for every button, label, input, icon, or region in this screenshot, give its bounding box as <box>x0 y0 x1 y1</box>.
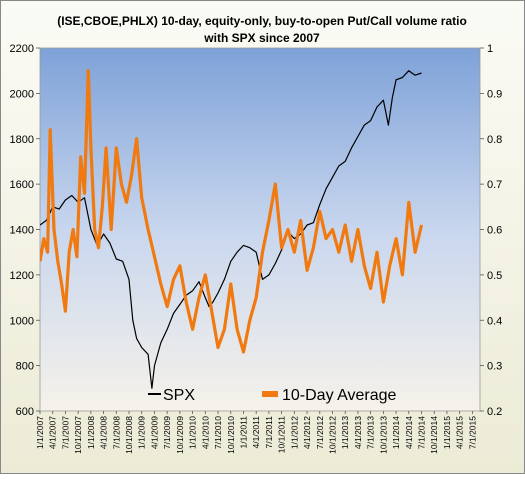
right-axis-tick-label: 0.8 <box>487 134 502 146</box>
left-axis-tick-label: 800 <box>16 361 34 373</box>
x-axis-tick-label: 1/1/2014 <box>391 416 401 449</box>
x-axis-tick-label: 7/1/2011 <box>264 416 274 449</box>
right-axis-tick-label: 0.4 <box>487 315 502 327</box>
spx-line <box>40 70 422 389</box>
x-axis-tick-label: 1/1/2007 <box>35 416 45 449</box>
right-axis-tick-label: 0.9 <box>487 88 502 100</box>
x-axis-tick-label: 4/1/2009 <box>149 416 159 449</box>
left-axis: 600 800 1000 1200 1400 1600 1800 2000 2200 <box>10 43 40 418</box>
x-axis-tick-label: 4/1/2011 <box>251 416 261 449</box>
x-axis-tick-label: 7/1/2015 <box>467 416 477 449</box>
x-axis-tick-label: 4/1/2015 <box>455 416 465 449</box>
x-axis-tick-label: 4/1/2007 <box>48 416 58 449</box>
right-axis-tick-label: 0.5 <box>487 270 502 282</box>
plot-area <box>39 47 481 412</box>
left-axis-tick-label: 2000 <box>10 88 34 100</box>
x-axis-tick-label: 1/1/2008 <box>86 416 96 449</box>
left-axis-tick-label: 600 <box>16 406 34 418</box>
x-axis-tick-label: 10/1/2014 <box>429 416 439 454</box>
x-axis-tick-label: 7/1/2008 <box>111 416 121 449</box>
x-axis-tick-label: 1/1/2010 <box>188 416 198 449</box>
legend: SPX 10-Day Average <box>148 387 397 404</box>
right-axis-tick-label: 0.6 <box>487 225 502 237</box>
x-axis-tick-label: 10/1/2011 <box>277 416 287 453</box>
x-axis-tick-label: 7/1/2013 <box>366 416 376 449</box>
left-axis-tick-label: 1600 <box>10 179 34 191</box>
x-axis-tick-label: 1/1/2013 <box>340 416 350 449</box>
x-axis-tick-label: 10/1/2007 <box>73 416 83 454</box>
left-axis-tick-label: 1400 <box>10 225 34 237</box>
x-axis-tick-label: 7/1/2007 <box>60 416 70 449</box>
x-axis-tick-label: 7/1/2010 <box>213 416 223 449</box>
right-axis-tick-label: 0.2 <box>487 406 502 418</box>
right-axis-tick-label: 1 <box>487 43 493 55</box>
chart-title-line-1: (ISE,CBOE,PHLX) 10-day, equity-only, buy… <box>57 14 467 28</box>
left-axis-tick-label: 1000 <box>10 315 34 327</box>
right-axis: 0.2 0.3 0.4 0.5 0.6 0.7 0.8 0.9 1 <box>480 43 502 418</box>
x-axis-tick-label: 10/1/2008 <box>124 416 134 454</box>
x-axis: 1/1/2007 4/1/2007 7/1/2007 10/1/2007 1/1/200… <box>35 411 477 454</box>
x-axis-tick-label: 1/1/2015 <box>442 416 452 449</box>
x-axis-tick-label: 1/1/2012 <box>289 416 299 449</box>
left-axis-tick-label: 1800 <box>10 134 34 146</box>
right-axis-tick-label: 0.3 <box>487 361 502 373</box>
right-axis-tick-label: 0.7 <box>487 179 502 191</box>
x-axis-tick-label: 10/1/2013 <box>378 416 388 454</box>
x-axis-tick-label: 7/1/2009 <box>162 416 172 449</box>
left-axis-tick-label: 1200 <box>10 270 34 282</box>
x-axis-tick-label: 4/1/2010 <box>200 416 210 449</box>
legend-average-label: 10-Day Average <box>282 387 397 404</box>
x-axis-tick-label: 7/1/2012 <box>315 416 325 449</box>
x-axis-tick-label: 4/1/2014 <box>404 416 414 449</box>
x-axis-tick-label: 4/1/2012 <box>302 416 312 449</box>
chart-title-line-2: with SPX since 2007 <box>203 31 320 45</box>
x-axis-tick-label: 4/1/2008 <box>99 416 109 449</box>
x-axis-tick-label: 1/1/2011 <box>238 416 248 449</box>
legend-spx-label: SPX <box>163 387 195 404</box>
x-axis-tick-label: 10/1/2009 <box>175 416 185 454</box>
x-axis-tick-label: 1/1/2009 <box>137 416 147 449</box>
x-axis-tick-label: 4/1/2013 <box>353 416 363 449</box>
x-axis-tick-label: 10/1/2012 <box>327 416 337 454</box>
x-axis-tick-label: 7/1/2014 <box>417 416 427 449</box>
ten-day-average-line <box>40 69 424 354</box>
left-axis-tick-label: 2200 <box>10 43 34 55</box>
x-axis-tick-label: 10/1/2010 <box>226 416 236 454</box>
